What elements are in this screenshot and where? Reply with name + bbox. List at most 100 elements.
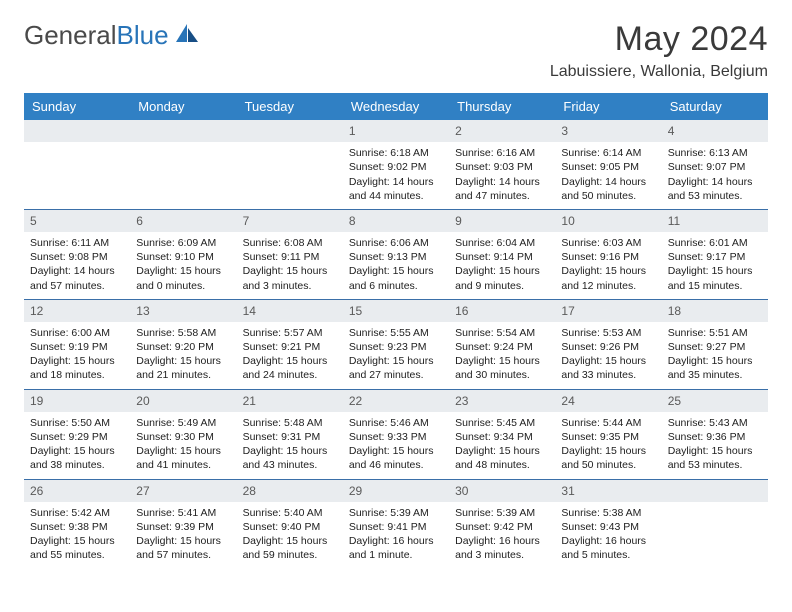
daylight-text-2: and 27 minutes.	[349, 368, 443, 382]
day-cell: Sunrise: 6:04 AMSunset: 9:14 PMDaylight:…	[449, 232, 555, 299]
daylight-text: Daylight: 15 hours	[455, 444, 549, 458]
daylight-text-2: and 9 minutes.	[455, 279, 549, 293]
day-cell: Sunrise: 5:46 AMSunset: 9:33 PMDaylight:…	[343, 412, 449, 479]
daylight-text: Daylight: 15 hours	[30, 444, 124, 458]
sunset-text: Sunset: 9:13 PM	[349, 250, 443, 264]
sunrise-text: Sunrise: 5:40 AM	[243, 506, 337, 520]
weekday-header: Friday	[555, 93, 661, 120]
daylight-text: Daylight: 15 hours	[136, 264, 230, 278]
daylight-text: Daylight: 15 hours	[30, 534, 124, 548]
day-cell: Sunrise: 5:43 AMSunset: 9:36 PMDaylight:…	[662, 412, 768, 479]
day-number: 16	[449, 299, 555, 322]
day-number: 19	[24, 389, 130, 412]
weekday-header: Monday	[130, 93, 236, 120]
day-number	[24, 120, 130, 142]
day-cell: Sunrise: 6:09 AMSunset: 9:10 PMDaylight:…	[130, 232, 236, 299]
day-number: 1	[343, 120, 449, 142]
sunset-text: Sunset: 9:33 PM	[349, 430, 443, 444]
sunrise-text: Sunrise: 5:55 AM	[349, 326, 443, 340]
day-number: 8	[343, 209, 449, 232]
day-cell: Sunrise: 6:11 AMSunset: 9:08 PMDaylight:…	[24, 232, 130, 299]
day-number-row: 19202122232425	[24, 389, 768, 412]
sunset-text: Sunset: 9:27 PM	[668, 340, 762, 354]
daylight-text: Daylight: 14 hours	[561, 175, 655, 189]
sunrise-text: Sunrise: 6:04 AM	[455, 236, 549, 250]
weekday-header: Saturday	[662, 93, 768, 120]
sunset-text: Sunset: 9:05 PM	[561, 160, 655, 174]
daylight-text-2: and 18 minutes.	[30, 368, 124, 382]
day-cell	[24, 142, 130, 209]
sunrise-text: Sunrise: 5:41 AM	[136, 506, 230, 520]
day-cell: Sunrise: 5:48 AMSunset: 9:31 PMDaylight:…	[237, 412, 343, 479]
day-number: 2	[449, 120, 555, 142]
day-cell: Sunrise: 6:00 AMSunset: 9:19 PMDaylight:…	[24, 322, 130, 389]
daylight-text: Daylight: 15 hours	[136, 534, 230, 548]
sunrise-text: Sunrise: 6:06 AM	[349, 236, 443, 250]
sunrise-text: Sunrise: 5:51 AM	[668, 326, 762, 340]
daylight-text: Daylight: 15 hours	[136, 444, 230, 458]
logo-text-1: General	[24, 20, 117, 50]
daylight-text-2: and 12 minutes.	[561, 279, 655, 293]
day-number: 30	[449, 479, 555, 502]
calendar-table: Sunday Monday Tuesday Wednesday Thursday…	[24, 93, 768, 568]
daylight-text: Daylight: 16 hours	[561, 534, 655, 548]
day-number: 4	[662, 120, 768, 142]
sunrise-text: Sunrise: 6:03 AM	[561, 236, 655, 250]
daylight-text: Daylight: 15 hours	[349, 444, 443, 458]
day-number: 13	[130, 299, 236, 322]
weekday-header: Wednesday	[343, 93, 449, 120]
day-cell: Sunrise: 5:51 AMSunset: 9:27 PMDaylight:…	[662, 322, 768, 389]
daylight-text-2: and 0 minutes.	[136, 279, 230, 293]
sunrise-text: Sunrise: 6:16 AM	[455, 146, 549, 160]
daylight-text-2: and 53 minutes.	[668, 189, 762, 203]
sunset-text: Sunset: 9:11 PM	[243, 250, 337, 264]
daylight-text-2: and 59 minutes.	[243, 548, 337, 562]
daylight-text-2: and 3 minutes.	[455, 548, 549, 562]
daylight-text: Daylight: 15 hours	[349, 354, 443, 368]
day-cell: Sunrise: 5:41 AMSunset: 9:39 PMDaylight:…	[130, 502, 236, 569]
daylight-text-2: and 43 minutes.	[243, 458, 337, 472]
weekday-header-row: Sunday Monday Tuesday Wednesday Thursday…	[24, 93, 768, 120]
daylight-text-2: and 21 minutes.	[136, 368, 230, 382]
weekday-header: Thursday	[449, 93, 555, 120]
page-title: May 2024	[550, 20, 768, 59]
day-cell: Sunrise: 5:42 AMSunset: 9:38 PMDaylight:…	[24, 502, 130, 569]
sunset-text: Sunset: 9:40 PM	[243, 520, 337, 534]
daylight-text-2: and 44 minutes.	[349, 189, 443, 203]
day-number: 22	[343, 389, 449, 412]
daylight-text-2: and 30 minutes.	[455, 368, 549, 382]
daylight-text-2: and 55 minutes.	[30, 548, 124, 562]
sunset-text: Sunset: 9:10 PM	[136, 250, 230, 264]
day-cell: Sunrise: 5:45 AMSunset: 9:34 PMDaylight:…	[449, 412, 555, 479]
day-number: 17	[555, 299, 661, 322]
daylight-text-2: and 5 minutes.	[561, 548, 655, 562]
logo: GeneralBlue	[24, 20, 200, 51]
sunrise-text: Sunrise: 5:44 AM	[561, 416, 655, 430]
day-cell: Sunrise: 5:39 AMSunset: 9:41 PMDaylight:…	[343, 502, 449, 569]
sunrise-text: Sunrise: 5:46 AM	[349, 416, 443, 430]
daylight-text-2: and 1 minute.	[349, 548, 443, 562]
day-cell: Sunrise: 6:18 AMSunset: 9:02 PMDaylight:…	[343, 142, 449, 209]
sunset-text: Sunset: 9:24 PM	[455, 340, 549, 354]
daylight-text-2: and 33 minutes.	[561, 368, 655, 382]
sunset-text: Sunset: 9:03 PM	[455, 160, 549, 174]
sunset-text: Sunset: 9:38 PM	[30, 520, 124, 534]
daylight-text-2: and 50 minutes.	[561, 189, 655, 203]
day-info-row: Sunrise: 6:18 AMSunset: 9:02 PMDaylight:…	[24, 142, 768, 209]
day-number: 31	[555, 479, 661, 502]
daylight-text: Daylight: 14 hours	[30, 264, 124, 278]
daylight-text-2: and 50 minutes.	[561, 458, 655, 472]
day-number: 14	[237, 299, 343, 322]
day-info-row: Sunrise: 6:00 AMSunset: 9:19 PMDaylight:…	[24, 322, 768, 389]
day-cell: Sunrise: 5:58 AMSunset: 9:20 PMDaylight:…	[130, 322, 236, 389]
day-number-row: 567891011	[24, 209, 768, 232]
day-number: 15	[343, 299, 449, 322]
logo-text-2: Blue	[117, 20, 169, 50]
daylight-text-2: and 48 minutes.	[455, 458, 549, 472]
logo-text: GeneralBlue	[24, 20, 169, 51]
day-number: 24	[555, 389, 661, 412]
daylight-text-2: and 53 minutes.	[668, 458, 762, 472]
day-number: 10	[555, 209, 661, 232]
daylight-text: Daylight: 15 hours	[30, 354, 124, 368]
sunrise-text: Sunrise: 6:18 AM	[349, 146, 443, 160]
